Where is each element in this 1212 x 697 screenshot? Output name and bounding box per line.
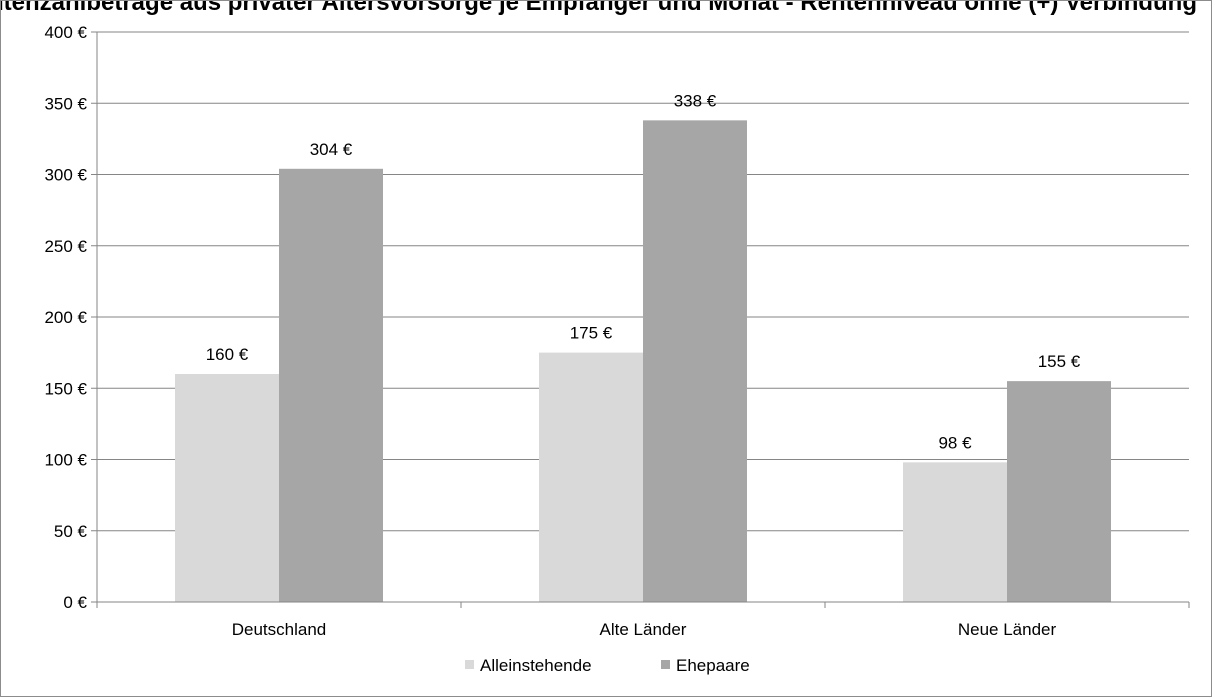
y-tick-label: 350 € — [44, 94, 87, 113]
bar-alleinstehende — [903, 462, 1007, 602]
x-tick-label: Alte Länder — [600, 620, 687, 639]
bar-data-label: 175 € — [570, 324, 613, 343]
bar-data-label: 160 € — [206, 345, 249, 364]
y-tick-label: 200 € — [44, 308, 87, 327]
chart-title: Rentenzahlbeträge aus privater Altersvor… — [0, 0, 1197, 16]
bar-ehepaare — [279, 168, 383, 603]
bar-data-label: 155 € — [1038, 352, 1081, 371]
bars — [175, 120, 1111, 603]
legend: Alleinstehende Ehepaare — [465, 656, 750, 675]
y-tick-label: 50 € — [54, 522, 88, 541]
y-tick-label: 100 € — [44, 451, 87, 470]
legend-swatch — [465, 660, 474, 669]
legend-label: Ehepaare — [676, 656, 750, 675]
x-tick-label: Deutschland — [232, 620, 327, 639]
axes: 0 € 50 € 100 € 150 € 200 € 250 € 300 € 350 € 400… — [44, 23, 1190, 639]
bar-ehepaare — [643, 120, 747, 602]
bar-ehepaare — [1007, 381, 1111, 602]
y-tick-label: 400 € — [44, 23, 87, 42]
legend-swatch — [661, 660, 670, 669]
bar-data-label: 304 € — [310, 140, 353, 159]
bar-data-label: 98 € — [938, 433, 972, 452]
bar-alleinstehende — [175, 374, 279, 602]
y-tick-label: 250 € — [44, 237, 87, 256]
y-tick-label: 300 € — [44, 166, 87, 185]
x-tick-label: Neue Länder — [958, 620, 1057, 639]
data-labels: 160 € 304 € 175 € 338 € 98 € 155 € — [206, 91, 1081, 452]
legend-label: Alleinstehende — [480, 656, 592, 675]
y-tick-label: 0 € — [63, 593, 87, 612]
bar-data-label: 338 € — [674, 91, 717, 110]
bar-alleinstehende — [539, 352, 643, 602]
y-tick-label: 150 € — [44, 379, 87, 398]
